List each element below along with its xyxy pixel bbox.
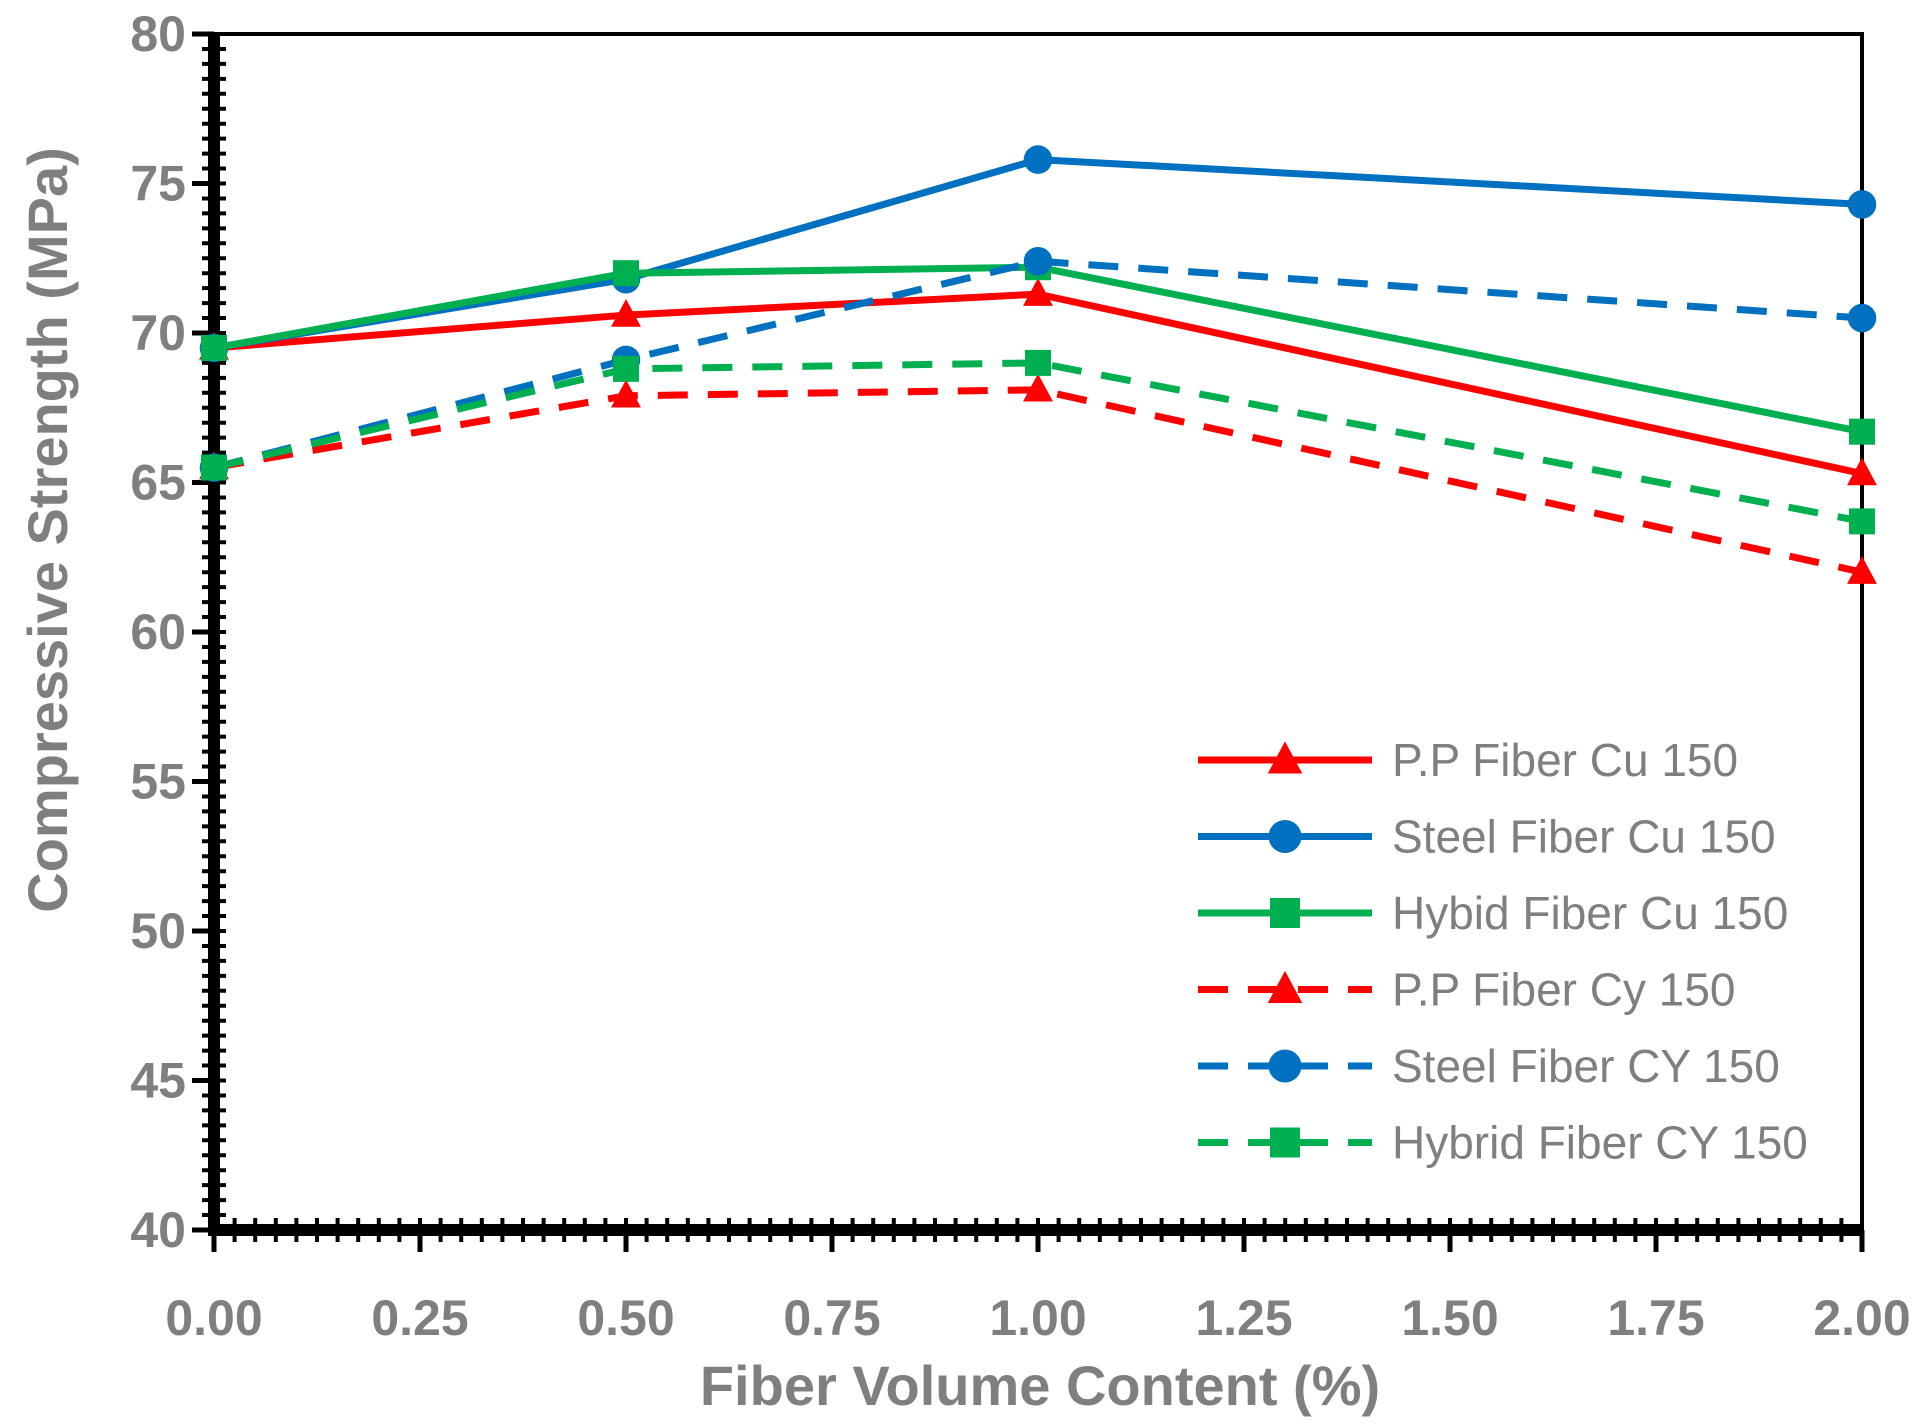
- legend-label: Steel Fiber Cu 150: [1392, 811, 1776, 863]
- data-point: [613, 355, 639, 382]
- legend-label: P.P Fiber Cy 150: [1392, 964, 1736, 1016]
- data-point: [201, 334, 227, 361]
- legend-entry: Hybrid Fiber CY 150: [1198, 1117, 1808, 1169]
- y-tick-label: 40: [130, 1202, 186, 1258]
- data-point: [201, 454, 227, 481]
- y-tick-label: 55: [130, 754, 186, 810]
- legend-entry: Steel Fiber Cu 150: [1198, 811, 1776, 863]
- x-tick-label: 0.50: [577, 1290, 674, 1346]
- data-point: [1847, 190, 1877, 219]
- y-tick-label: 75: [130, 156, 186, 212]
- data-point: [1849, 418, 1875, 445]
- legend-marker: [1270, 898, 1300, 928]
- series-line: [213, 386, 1863, 576]
- x-tick-label: 0.00: [165, 1290, 262, 1346]
- x-tick-label: 1.00: [989, 1290, 1086, 1346]
- series-group: [199, 145, 1877, 584]
- y-tick-label: 70: [130, 305, 186, 361]
- series-line: [213, 263, 1863, 436]
- x-axis-title: Fiber Volume Content (%): [700, 1354, 1380, 1417]
- series-6: [201, 349, 1875, 535]
- legend-entry: Steel Fiber CY 150: [1198, 1040, 1780, 1092]
- legend-marker: [1268, 820, 1302, 853]
- legend-entry: P.P Fiber Cu 150: [1198, 734, 1738, 786]
- x-tick-label: 1.50: [1401, 1290, 1498, 1346]
- x-tick-label: 2.00: [1813, 1290, 1910, 1346]
- legend-label: Hybrid Fiber CY 150: [1392, 1117, 1808, 1169]
- y-tick-label: 60: [130, 604, 186, 660]
- y-tick-label: 45: [130, 1053, 186, 1109]
- series-3: [201, 254, 1875, 445]
- y-tick-label: 80: [130, 6, 186, 62]
- data-point: [1025, 349, 1051, 376]
- legend-entry: Hybid Fiber Cu 150: [1198, 887, 1788, 939]
- data-point: [1847, 303, 1877, 333]
- data-point: [1023, 373, 1053, 402]
- x-tick-label: 1.75: [1607, 1290, 1704, 1346]
- legend-marker: [1267, 741, 1303, 774]
- x-tick-label: 0.75: [783, 1290, 880, 1346]
- legend-label: Hybid Fiber Cu 150: [1392, 887, 1788, 939]
- series-line: [213, 359, 1863, 525]
- data-point: [611, 379, 641, 408]
- series-line: [213, 290, 1863, 477]
- x-tick-label: 1.25: [1195, 1290, 1292, 1346]
- series-line: [213, 257, 1863, 471]
- data-point: [1849, 508, 1875, 535]
- legend-marker: [1270, 1127, 1300, 1158]
- series-4: [199, 373, 1877, 584]
- axes: 40 45 50 55 60 65 70 75 80 0.00 0.25 0.50 0.75 1.00 1.…: [130, 6, 1910, 1346]
- legend: P.P Fiber Cu 150 Steel Fiber Cu 150 Hybid …: [1198, 734, 1808, 1169]
- data-point: [1023, 278, 1053, 306]
- data-point: [1847, 556, 1877, 584]
- legend-entry: P.P Fiber Cy 150: [1198, 964, 1736, 1016]
- x-tick-label: 0.25: [371, 1290, 468, 1346]
- y-axis-title: Compressive Strength (MPa): [16, 147, 79, 913]
- legend-marker: [1267, 970, 1303, 1003]
- legend-label: Steel Fiber CY 150: [1392, 1040, 1780, 1092]
- data-point: [611, 298, 641, 327]
- legend-marker: [1268, 1049, 1302, 1083]
- data-point: [613, 260, 639, 287]
- legend-label: P.P Fiber Cu 150: [1392, 734, 1738, 786]
- data-point: [1023, 145, 1053, 174]
- y-tick-label: 65: [130, 455, 186, 511]
- data-point: [1023, 246, 1053, 276]
- y-tick-label: 50: [130, 903, 186, 959]
- data-point: [1847, 457, 1877, 486]
